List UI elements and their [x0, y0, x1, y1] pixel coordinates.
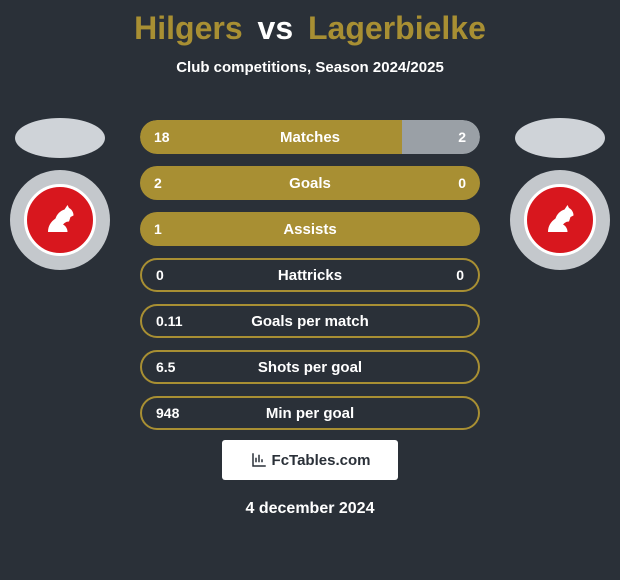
stat-row: 182Matches	[140, 120, 480, 154]
horse-icon	[42, 202, 78, 238]
player2-club-badge	[510, 170, 610, 270]
stat-row: 20Goals	[140, 166, 480, 200]
player1-avatar	[15, 118, 105, 158]
stat-label: Matches	[140, 129, 480, 146]
stat-row: 6.5Shots per goal	[140, 350, 480, 384]
stat-row: 948Min per goal	[140, 396, 480, 430]
subtitle: Club competitions, Season 2024/2025	[0, 59, 620, 76]
fctables-logo[interactable]: FcTables.com	[222, 440, 398, 480]
stat-row: 0.11Goals per match	[140, 304, 480, 338]
vs-text: vs	[258, 10, 294, 46]
date-text: 4 december 2024	[0, 500, 620, 518]
club-badge-inner	[24, 184, 96, 256]
player2-name: Lagerbielke	[308, 10, 486, 46]
stat-row: 00Hattricks	[140, 258, 480, 292]
logo-text: FcTables.com	[272, 452, 371, 469]
horse-icon	[542, 202, 578, 238]
stat-label: Goals	[140, 175, 480, 192]
club-badge-inner	[524, 184, 596, 256]
stat-label: Min per goal	[142, 405, 478, 422]
stats-container: 182Matches 20Goals 1Assists 00Hattricks 0.11…	[140, 120, 480, 442]
player2-avatar	[515, 118, 605, 158]
stat-row: 1Assists	[140, 212, 480, 246]
stat-label: Shots per goal	[142, 359, 478, 376]
comparison-title: Hilgers vs Lagerbielke	[0, 0, 620, 47]
stat-label: Goals per match	[142, 313, 478, 330]
stat-label: Assists	[140, 221, 480, 238]
chart-icon	[250, 451, 268, 469]
player1-name: Hilgers	[134, 10, 242, 46]
player1-club-badge	[10, 170, 110, 270]
stat-label: Hattricks	[142, 267, 478, 284]
